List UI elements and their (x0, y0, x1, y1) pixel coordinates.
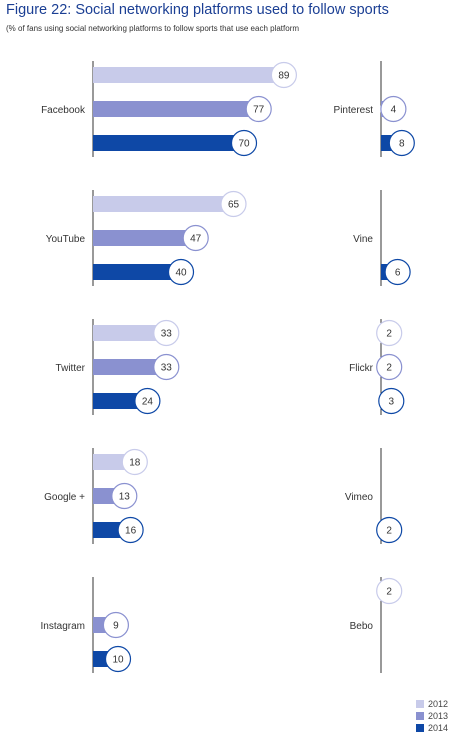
data-label-facebook-2014: 70 (238, 139, 250, 150)
platform-label-twitter: Twitter (56, 363, 86, 374)
chart-title: Figure 22: Social networking platforms u… (6, 2, 389, 18)
platform-label-vimeo: Vimeo (345, 492, 374, 503)
value-bubble-instagram-2014 (104, 645, 132, 673)
legend-item-2013: 2013 (416, 710, 448, 722)
data-label-youtube-2013: 47 (190, 234, 202, 245)
legend-item-2014: 2014 (416, 722, 448, 734)
value-bubble-instagram-2013 (102, 611, 130, 639)
bar-google-2012 (93, 454, 131, 470)
bar-twitter-2014 (93, 393, 144, 409)
bar-youtube-2014 (93, 264, 177, 280)
value-bubble-google-2013 (111, 482, 138, 510)
data-label-vimeo-2014: 2 (386, 526, 392, 537)
value-bubble-google-2012 (121, 448, 148, 476)
value-bubble-facebook-2014 (230, 129, 258, 157)
legend-label-2014: 2014 (428, 723, 449, 733)
data-label-facebook-2013: 77 (253, 105, 265, 116)
data-label-instagram-2014: 10 (112, 655, 124, 666)
value-bubble-twitter-2013 (153, 353, 180, 381)
data-label-google-2012: 18 (129, 458, 141, 469)
legend-swatch-2013 (416, 712, 424, 720)
value-bubble-flickr-2012 (376, 319, 403, 347)
data-label-flickr-2014: 3 (389, 397, 395, 408)
chart-subtitle: (% of fans using social networking platf… (6, 24, 300, 33)
value-bubble-vine-2014 (384, 258, 411, 286)
data-label-youtube-2012: 65 (228, 200, 240, 211)
bar-youtube-2012 (93, 196, 230, 212)
value-bubble-facebook-2013 (245, 95, 272, 123)
platform-label-flickr: Flickr (349, 363, 374, 374)
legend-swatch-2012 (416, 700, 424, 708)
value-bubble-twitter-2014 (134, 387, 161, 415)
value-bubble-facebook-2012 (270, 61, 297, 89)
bar-twitter-2012 (93, 325, 163, 341)
value-bubble-vimeo-2014 (376, 516, 403, 544)
platform-label-youtube: YouTube (46, 234, 86, 245)
data-label-google-2013: 13 (119, 492, 131, 503)
value-bubble-pinterest-2014 (388, 129, 415, 157)
value-bubble-bebo-2012 (376, 577, 403, 605)
platform-label-facebook: Facebook (41, 105, 86, 116)
data-label-flickr-2012: 2 (386, 329, 392, 340)
legend-item-2012: 2012 (416, 698, 448, 710)
data-label-twitter-2014: 24 (142, 397, 154, 408)
data-label-twitter-2013: 33 (161, 363, 173, 374)
platform-label-pinterest: Pinterest (334, 105, 374, 116)
value-bubble-pinterest-2013 (380, 95, 407, 123)
data-label-google-2014: 16 (125, 526, 137, 537)
data-label-youtube-2014: 40 (175, 268, 187, 279)
legend-label-2012: 2012 (428, 699, 449, 709)
data-label-bebo-2012: 2 (386, 587, 392, 598)
value-bubble-google-2014 (117, 516, 144, 544)
platform-label-vine: Vine (353, 234, 373, 245)
data-label-facebook-2012: 89 (278, 71, 290, 82)
bar-facebook-2012 (93, 67, 280, 83)
legend-label-2013: 2013 (428, 711, 449, 721)
platform-label-bebo: Bebo (350, 621, 374, 632)
data-label-instagram-2013: 9 (113, 621, 119, 632)
value-bubble-twitter-2012 (153, 319, 180, 347)
value-bubble-youtube-2012 (220, 190, 247, 218)
value-bubble-youtube-2014 (167, 258, 195, 286)
data-label-pinterest-2014: 8 (399, 139, 405, 150)
legend-swatch-2014 (416, 724, 424, 732)
bar-facebook-2014 (93, 135, 240, 151)
data-label-twitter-2012: 33 (161, 329, 173, 340)
legend: 2012 2013 2014 (416, 698, 448, 734)
bar-youtube-2013 (93, 230, 192, 246)
bar-twitter-2013 (93, 359, 163, 375)
value-bubble-youtube-2013 (182, 224, 209, 252)
data-label-pinterest-2013: 4 (391, 105, 397, 116)
value-bubble-flickr-2014 (378, 387, 405, 415)
value-bubble-flickr-2013 (376, 353, 403, 381)
data-label-flickr-2013: 2 (386, 363, 392, 374)
bar-facebook-2013 (93, 101, 255, 117)
platform-label-instagram: Instagram (41, 621, 85, 632)
platform-label-google: Google + (44, 492, 85, 503)
data-label-vine-2014: 6 (395, 268, 401, 279)
